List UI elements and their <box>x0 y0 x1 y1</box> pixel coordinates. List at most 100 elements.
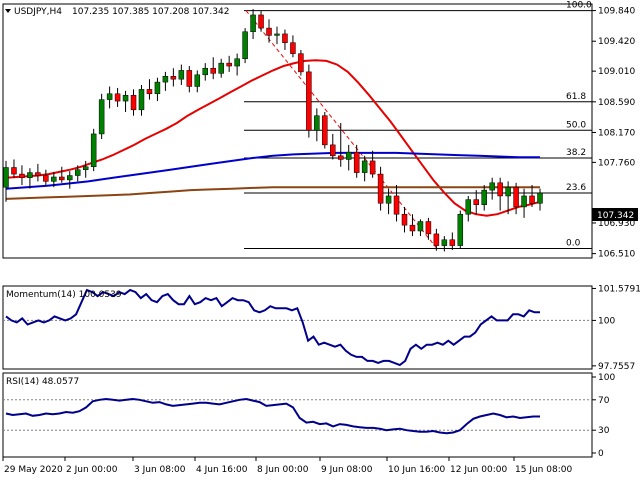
fibo-level-label: 38.2 <box>566 148 586 158</box>
main-panel-frame <box>2 3 593 259</box>
candle-body <box>377 173 384 204</box>
price-tick-label: 108.170 <box>598 128 635 138</box>
candle-body <box>425 221 432 235</box>
candle-body <box>218 62 224 74</box>
price-tick-label: 109.010 <box>598 67 635 77</box>
candle-body <box>242 31 248 59</box>
candle-body <box>449 239 456 246</box>
price-tick-label: 107.760 <box>598 158 635 168</box>
price-tick-label: 109.420 <box>598 37 635 47</box>
candle-body <box>489 182 495 191</box>
time-tick-label: 9 Jun 08:00 <box>321 465 373 475</box>
fibonacci-retracement[interactable]: 100.0 61.8 50.0 38.2 23.6 0.0 <box>244 1 592 250</box>
time-tick-label: 2 Jun 00:00 <box>66 465 118 475</box>
rsi-series-line <box>5 397 540 435</box>
candle-body <box>43 175 49 182</box>
candle-body <box>513 186 519 208</box>
candle-body <box>330 144 336 157</box>
candle-body <box>138 89 145 111</box>
ma-line <box>5 186 540 200</box>
price-axis: 109.840 109.420 109.010 108.590 108.170 107.7… <box>592 7 635 260</box>
candle-body <box>481 189 487 205</box>
candle-body <box>417 221 424 232</box>
fibonacci-trendline[interactable] <box>245 10 438 249</box>
candle-body <box>27 172 33 178</box>
rsi-line <box>3 397 592 435</box>
time-tick-label: 4 Jun 16:00 <box>196 465 248 475</box>
candle-body <box>67 175 73 181</box>
candle-body <box>122 94 129 102</box>
candle-body <box>369 160 376 175</box>
candle-body <box>11 167 17 175</box>
candle-body <box>234 58 240 67</box>
momentum-tick-label: 101.5791 <box>598 284 640 294</box>
candle-body <box>82 166 89 170</box>
rsi-tick-label: 30 <box>598 426 610 436</box>
time-tick-label: 10 Jun 16:00 <box>388 465 445 475</box>
symbol-timeframe: USDJPY,H4 <box>14 7 62 17</box>
candle-body <box>433 233 440 246</box>
fibo-level-label: 50.0 <box>566 120 586 130</box>
current-price-tag-bg <box>592 208 638 221</box>
momentum-title: Momentum(14) 100.0539 <box>6 290 122 300</box>
current-price-tag: 107.342 <box>592 208 638 221</box>
candle-body <box>306 71 312 131</box>
fibo-trend-line <box>245 10 438 249</box>
ohlc-values: 107.235 107.385 107.208 107.342 <box>72 7 229 17</box>
candle-body <box>35 172 41 176</box>
triangle-down-icon[interactable] <box>5 9 11 13</box>
candle-body <box>290 42 296 54</box>
candle-body <box>521 195 527 208</box>
candle-body <box>106 93 113 100</box>
candle-body <box>19 173 25 178</box>
time-tick-label: 3 Jun 08:00 <box>134 465 186 475</box>
momentum-tick-label: 100 <box>598 316 615 326</box>
fibo-level-label: 0.0 <box>566 239 581 249</box>
candle-body <box>90 133 97 168</box>
candle-body <box>537 192 543 204</box>
candle-body <box>337 155 344 160</box>
candle-body <box>465 199 472 215</box>
candle-body <box>59 176 65 181</box>
chart-header: USDJPY,H4 107.235 107.385 107.208 107.34… <box>5 7 229 17</box>
candle-body <box>114 93 121 102</box>
candle-body <box>345 151 352 160</box>
momentum-panel-frame <box>2 285 593 370</box>
candle-body <box>250 14 256 32</box>
rsi-panel: 100 70 30 0 RSI(14) 48.0577 <box>2 372 615 459</box>
candle-body <box>51 176 57 182</box>
candle-body <box>266 27 272 36</box>
candle-body <box>202 67 209 76</box>
candle-body <box>154 81 161 95</box>
candle-body <box>3 167 9 188</box>
candle-body <box>146 89 153 95</box>
candle-body <box>170 76 177 80</box>
candlesticks[interactable] <box>3 9 543 252</box>
momentum-series-line <box>5 288 540 367</box>
candle-body <box>505 186 511 197</box>
fibo-level-label: 23.6 <box>566 183 586 193</box>
candle-body <box>473 199 479 205</box>
candle-body <box>98 99 105 135</box>
time-tick-label: 12 Jun 00:00 <box>450 465 507 475</box>
candle-body <box>194 74 201 87</box>
candle-body <box>274 33 280 36</box>
rsi-panel-frame <box>2 372 593 458</box>
candle-body <box>322 115 328 146</box>
candle-body <box>74 169 81 176</box>
time-tick-label: 15 Jun 08:00 <box>515 465 572 475</box>
momentum-panel: 101.5791 100 97.7557 Momentum(14) 100.0539 <box>2 284 640 372</box>
momentum-axis: 101.5791 100 97.7557 <box>592 284 640 372</box>
ma-line <box>5 151 540 190</box>
candle-body <box>393 195 400 215</box>
candle-body <box>441 239 448 246</box>
price-tick-label: 109.840 <box>598 7 635 17</box>
rsi-title: RSI(14) 48.0577 <box>6 377 79 387</box>
fibo-level-label: 61.8 <box>566 92 586 102</box>
candle-body <box>162 76 169 83</box>
rsi-axis: 100 70 30 0 <box>592 373 615 459</box>
momentum-tick-label: 97.7557 <box>598 362 635 372</box>
rsi-tick-label: 100 <box>598 373 615 383</box>
rsi-tick-label: 0 <box>598 449 604 459</box>
